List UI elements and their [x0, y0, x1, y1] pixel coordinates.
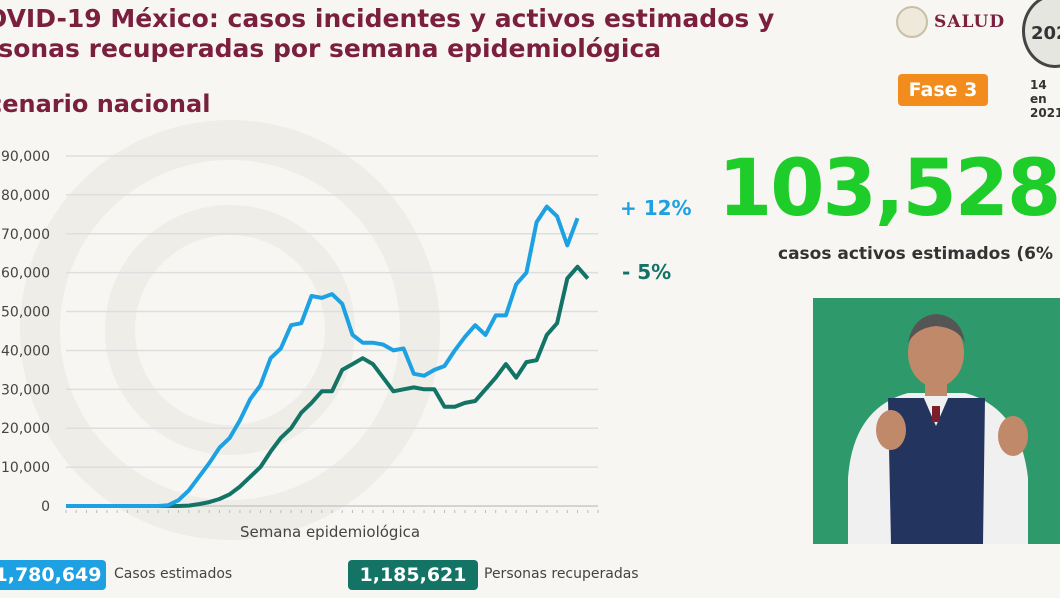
active-cases-label: casos activos estimados (6%	[778, 244, 1053, 264]
grid-lines	[66, 155, 598, 507]
y-tick-label: 90,000	[1, 149, 50, 165]
y-tick-label: 80,000	[1, 188, 50, 204]
year-seal-icon: 202	[1022, 0, 1060, 68]
sign-language-interpreter-video	[813, 298, 1060, 544]
title-line-1: OVID-19 México: casos incidentes y activ…	[0, 4, 775, 33]
phase-badge: Fase 3	[898, 74, 988, 106]
recovered-label: Personas recuperadas	[484, 566, 639, 582]
date-label: 14 en 2021	[1030, 78, 1060, 120]
total-cases-label: Casos estimados	[114, 566, 233, 582]
national-seal-icon	[896, 6, 928, 38]
y-tick-label: 30,000	[1, 382, 50, 398]
title-line-2: rsonas recuperadas por semana epidemioló…	[0, 34, 662, 63]
series-lines	[66, 204, 590, 508]
page-title: OVID-19 México: casos incidentes y activ…	[0, 4, 774, 64]
salud-logo: SALUD	[896, 6, 1005, 38]
y-tick-label: 20,000	[1, 421, 50, 437]
x-axis-ticks	[65, 510, 599, 513]
y-tick-label: 60,000	[1, 266, 50, 282]
series-change-recuperados: - 5%	[622, 260, 671, 284]
y-tick-label: 50,000	[1, 305, 50, 321]
y-tick-label: 70,000	[1, 227, 50, 243]
series-change-casos: + 12%	[620, 196, 692, 220]
active-cases-number: 103,528	[718, 144, 1060, 234]
year-seal-text: 202	[1031, 23, 1060, 44]
total-cases-badge: 1,780,649	[0, 560, 106, 590]
y-tick-label: 40,000	[1, 343, 50, 359]
scenario-subtitle: cenario nacional	[0, 90, 211, 118]
line-chart: 0 10,000 20,000 30,000 40,000 50,000 60,000 70,…	[1, 149, 692, 541]
date-line-1: 14 en	[1030, 78, 1047, 106]
y-tick-label: 10,000	[1, 460, 50, 476]
y-axis-ticks: 0 10,000 20,000 30,000 40,000 50,000 60,000 70,…	[1, 149, 50, 515]
date-line-2: 2021	[1030, 106, 1060, 120]
salud-logo-text: SALUD	[934, 12, 1006, 32]
x-axis-label: Semana epidemiológica	[240, 523, 420, 541]
y-tick-label: 0	[41, 499, 50, 515]
series-line-casos-estimados	[66, 204, 580, 508]
recovered-badge: 1,185,621	[348, 560, 478, 590]
